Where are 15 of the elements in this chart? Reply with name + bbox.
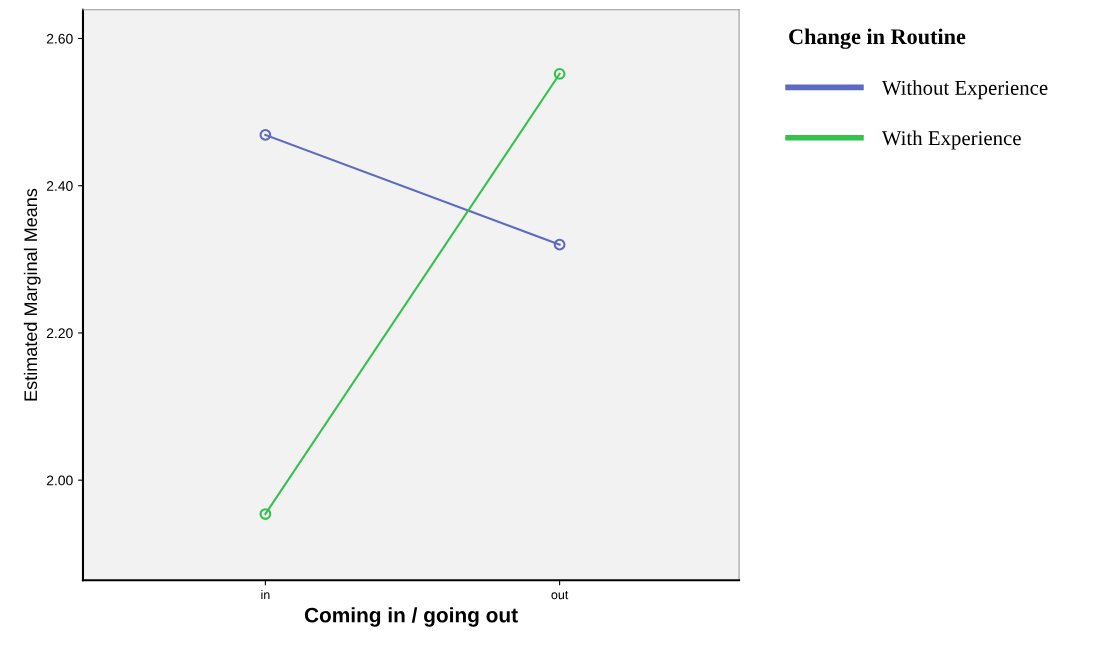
- legend-title: Change in Routine: [789, 28, 966, 49]
- point: [259, 508, 272, 520]
- y-tick-label: 2.20: [46, 328, 73, 339]
- x-tick-label: in: [261, 590, 270, 600]
- point: [553, 238, 566, 251]
- y-tick-label: 2.60: [46, 33, 73, 44]
- x-axis-title: Coming in / going out: [304, 607, 518, 627]
- y-axis-title: Estimated Marginal Means: [23, 188, 41, 401]
- legend-label: With Experience: [881, 130, 1021, 150]
- y-tick-label: 2.00: [46, 475, 73, 486]
- legend-label: Without Experience: [881, 80, 1048, 100]
- x-tick-label: out: [551, 590, 569, 600]
- y-tick-label: 2.40: [46, 181, 73, 191]
- point: [259, 129, 272, 141]
- point: [553, 67, 566, 80]
